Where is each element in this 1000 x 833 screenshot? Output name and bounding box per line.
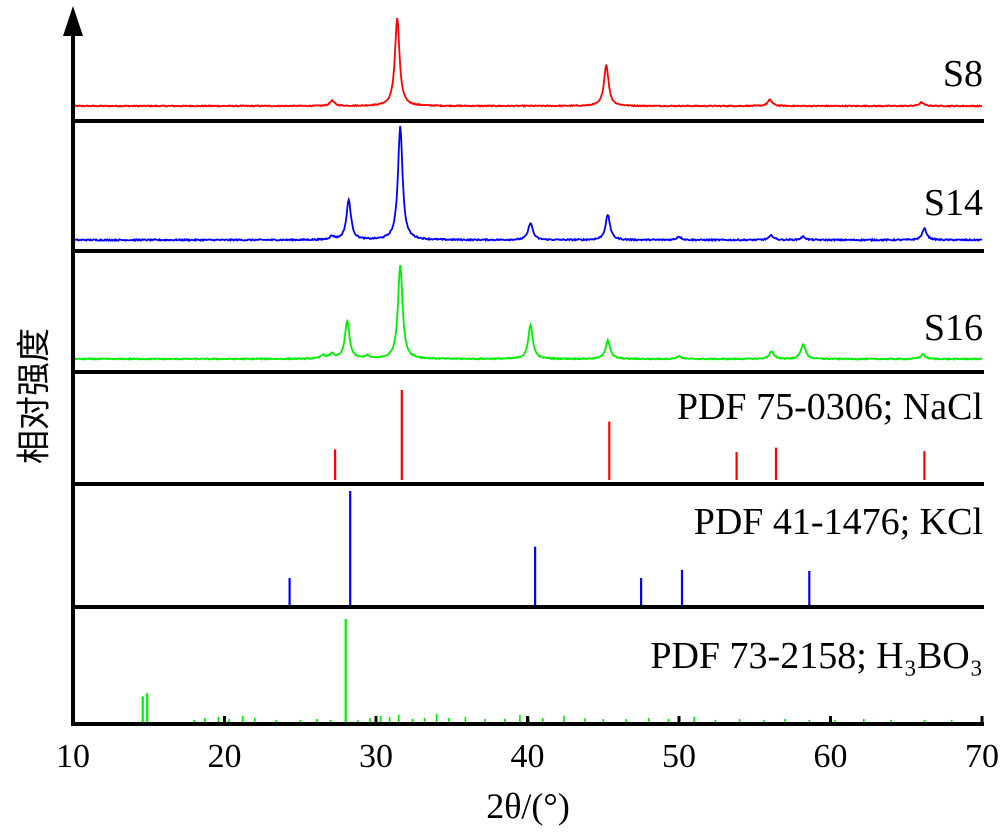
panel-dividers xyxy=(73,119,984,609)
y-axis-arrow xyxy=(63,6,83,36)
traces-layer xyxy=(72,17,983,722)
x-tick-label: 30 xyxy=(359,738,393,775)
x-tick-label: 60 xyxy=(814,738,848,775)
x-tick-label: 50 xyxy=(662,738,696,775)
panel-labels: S8 S14 S16 PDF 75-0306; NaCl PDF 41-1476; KC… xyxy=(650,53,983,677)
x-tick-label: 20 xyxy=(208,738,242,775)
panel-1-label: S8 xyxy=(943,53,983,95)
x-tick-label: 40 xyxy=(511,738,545,775)
y-axis-title: 相对强度 xyxy=(15,328,55,464)
panel-3-trace xyxy=(72,264,983,361)
x-tick-label: 10 xyxy=(56,738,90,775)
panel-2-label: S14 xyxy=(924,182,983,224)
x-ticks: 10 20 30 40 50 60 70 xyxy=(56,716,999,775)
panel-6-label: PDF 73-2158; H₃BO₃ xyxy=(650,635,983,677)
x-tick-label: 70 xyxy=(965,738,999,775)
panel-1-trace xyxy=(72,17,983,108)
panel-5-label: PDF 41-1476; KCl xyxy=(694,501,983,543)
panel-2-trace xyxy=(72,125,983,243)
x-axis-title: 2θ/(°) xyxy=(486,786,570,826)
panel-3-label: S16 xyxy=(924,307,983,349)
panel-4-label: PDF 75-0306; NaCl xyxy=(677,386,983,428)
